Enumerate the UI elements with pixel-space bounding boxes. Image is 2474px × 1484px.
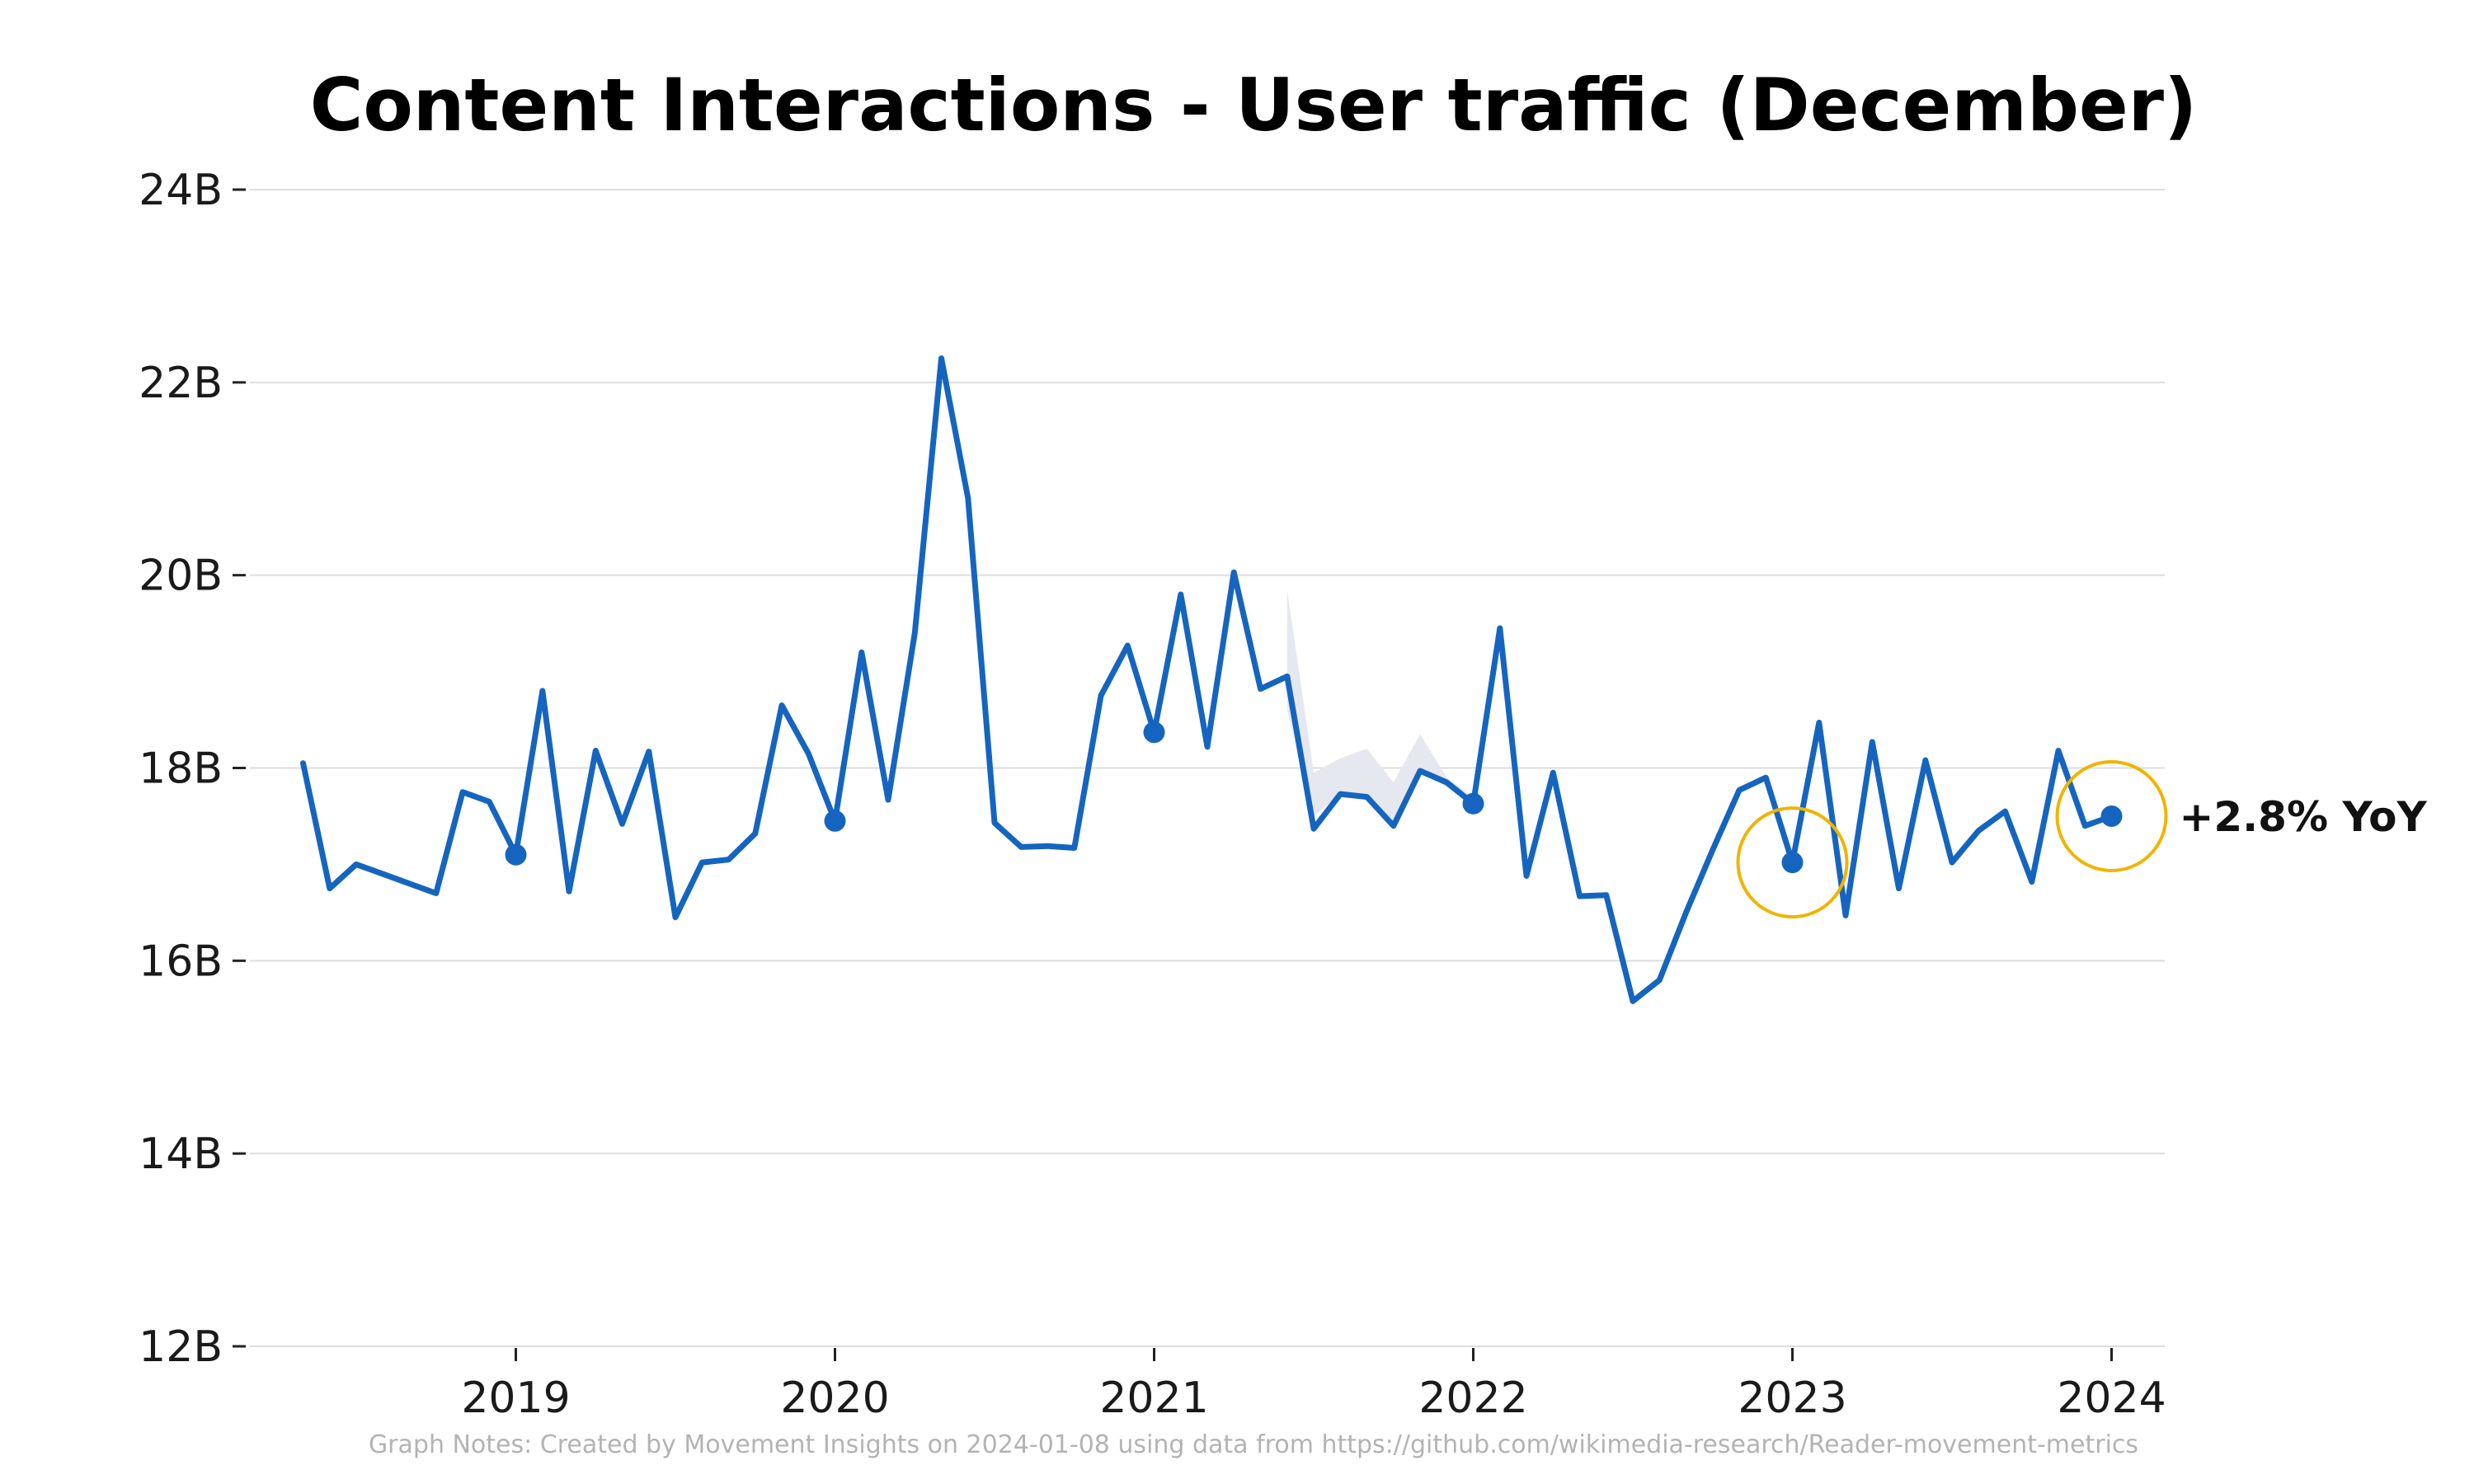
highlight-circle xyxy=(2055,759,2168,872)
graph-notes: Graph Notes: Created by Movement Insight… xyxy=(369,1430,2138,1459)
y-tick-label: 12B xyxy=(139,1322,223,1372)
x-tick-label: 2023 xyxy=(1738,1374,1846,1423)
x-tick-label: 2024 xyxy=(2057,1374,2166,1423)
y-tick-label: 14B xyxy=(139,1129,223,1179)
chart-title: Content Interactions - User traffic (Dec… xyxy=(310,63,2198,148)
x-tick-label: 2020 xyxy=(780,1374,889,1423)
december-point xyxy=(1462,792,1484,815)
december-point xyxy=(505,843,527,866)
y-tick-label: 16B xyxy=(139,937,223,986)
y-tick-label: 22B xyxy=(139,359,223,408)
series-line-layer xyxy=(300,355,2114,1004)
december-point xyxy=(1143,721,1165,744)
x-tick-label: 2022 xyxy=(1418,1374,1527,1423)
confidence-band-layer xyxy=(1286,589,1474,821)
december-point xyxy=(1781,852,1804,874)
series-line xyxy=(300,355,2114,1004)
x-axis: 2019 2020 2021 2022 2023 2024 xyxy=(461,1348,2166,1423)
december-point xyxy=(2100,805,2123,827)
grid xyxy=(250,189,2165,1347)
y-tick-label: 20B xyxy=(139,552,223,601)
highlight-layer xyxy=(1736,759,2168,919)
y-tick-label: 24B xyxy=(139,166,223,215)
data-point-layer xyxy=(505,721,2123,874)
y-tick-label: 18B xyxy=(139,744,223,794)
highlight-circle xyxy=(1736,806,1849,919)
yoy-annotation: +2.8% YoY xyxy=(2180,793,2428,841)
x-tick-label: 2019 xyxy=(461,1374,570,1423)
confidence-band xyxy=(1286,589,1474,821)
december-point xyxy=(824,810,846,832)
y-axis: 12B 14B 16B 18B 20B 22B 24B xyxy=(139,166,246,1372)
x-tick-label: 2021 xyxy=(1099,1374,1208,1423)
